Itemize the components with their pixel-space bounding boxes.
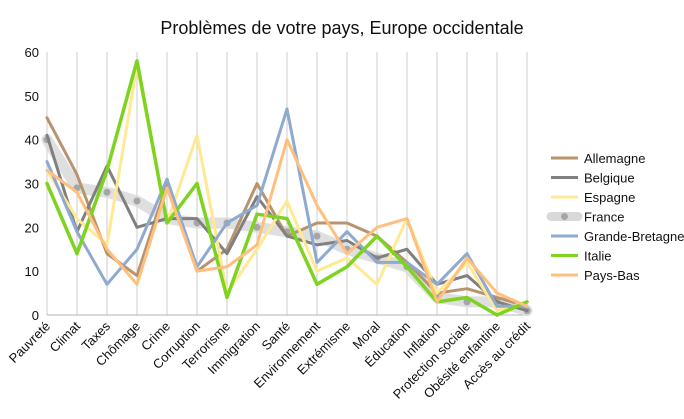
y-tick-label: 20 — [25, 220, 39, 235]
series-line-grande-bretagne — [45, 107, 529, 308]
series-line-espagne — [45, 63, 529, 313]
y-tick-label: 50 — [25, 89, 39, 104]
chart-title: Problèmes de votre pays, Europe occident… — [160, 18, 523, 38]
series-line-pays-bas — [45, 138, 529, 308]
y-tick-label: 40 — [25, 133, 39, 148]
y-tick-label: 60 — [25, 45, 39, 60]
data-point — [253, 223, 261, 231]
x-tick-label: Climat — [46, 318, 83, 355]
data-point — [313, 232, 321, 240]
legend-label: Pays-Bas — [584, 268, 640, 283]
y-tick-label: 30 — [25, 177, 39, 192]
legend-label: Grande-Bretagne — [584, 229, 684, 244]
legend-label: Espagne — [584, 190, 635, 205]
legend-label: Italie — [584, 249, 611, 264]
y-axis: 0 10 20 30 40 50 60 — [25, 45, 39, 323]
y-tick-label: 0 — [32, 308, 39, 323]
x-tick-label: Pauvreté — [6, 319, 53, 366]
legend-label: Allemagne — [584, 151, 645, 166]
x-axis: PauvretéClimatTaxesChômageCrimeCorruptio… — [6, 318, 534, 402]
legend-label: Belgique — [584, 171, 635, 186]
legend-marker — [561, 213, 568, 220]
data-point — [133, 197, 141, 205]
legend: Allemagne Belgique Espagne France Grande-Bre… — [546, 151, 684, 283]
y-tick-label: 10 — [25, 264, 39, 279]
legend-label: France — [584, 210, 624, 225]
series-line-italie — [45, 59, 529, 317]
series-group — [41, 59, 533, 317]
data-point — [103, 188, 111, 196]
